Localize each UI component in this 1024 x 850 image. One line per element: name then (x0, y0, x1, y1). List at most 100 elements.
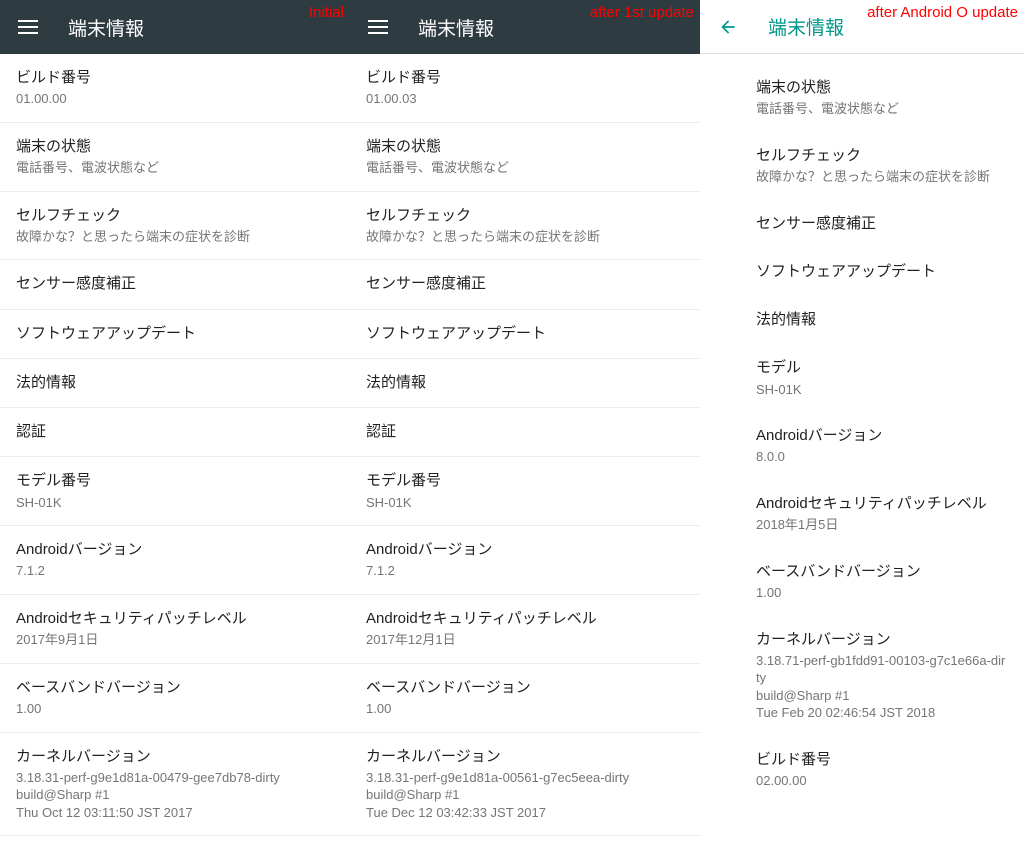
overlay-label: Initial (309, 4, 344, 21)
item-sub: 8.0.0 (756, 448, 1008, 466)
item-build-number[interactable]: ビルド番号 02.00.00 (700, 736, 1024, 804)
settings-list: ビルド番号 01.00.00 端末の状態 電話番号、電波状態など セルフチェック… (0, 54, 350, 836)
item-title: 法的情報 (366, 373, 684, 393)
item-title: ソフトウェアアップデート (16, 324, 334, 344)
item-kernel-version[interactable]: カーネルバージョン 3.18.31-perf-g9e1d81a-00479-ge… (0, 733, 350, 837)
item-sub: 01.00.00 (16, 90, 334, 108)
item-baseband-version[interactable]: ベースバンドバージョン 1.00 (700, 548, 1024, 616)
item-self-check[interactable]: セルフチェック 故障かな？と思ったら端末の症状を診断 (350, 192, 700, 261)
item-title: Androidセキュリティパッチレベル (756, 494, 1008, 514)
item-sensor-calibration[interactable]: センサー感度補正 (0, 260, 350, 309)
panel-initial: Initial 端末情報 ビルド番号 01.00.00 端末の状態 電話番号、電… (0, 0, 350, 850)
item-title: 認証 (366, 422, 684, 442)
item-sub: SH-01K (366, 494, 684, 512)
item-build-number[interactable]: ビルド番号 01.00.03 (350, 54, 700, 123)
item-android-version[interactable]: Androidバージョン 7.1.2 (350, 526, 700, 595)
item-sub: 1.00 (366, 700, 684, 718)
item-title: 法的情報 (756, 310, 1008, 330)
item-status[interactable]: 端末の状態 電話番号、電波状態など (0, 123, 350, 192)
item-title: 端末の状態 (366, 137, 684, 157)
item-title: Androidバージョン (16, 540, 334, 560)
item-title: カーネルバージョン (16, 747, 334, 767)
item-status[interactable]: 端末の状態 電話番号、電波状態など (350, 123, 700, 192)
item-baseband-version[interactable]: ベースバンドバージョン 1.00 (350, 664, 700, 733)
item-legal[interactable]: 法的情報 (700, 296, 1024, 344)
item-title: モデル番号 (366, 471, 684, 491)
item-title: ベースバンドバージョン (16, 678, 334, 698)
item-android-version[interactable]: Androidバージョン 8.0.0 (700, 412, 1024, 480)
item-legal[interactable]: 法的情報 (350, 359, 700, 408)
item-baseband-version[interactable]: ベースバンドバージョン 1.00 (0, 664, 350, 733)
item-android-version[interactable]: Androidバージョン 7.1.2 (0, 526, 350, 595)
panel-after-first-update: after 1st update 端末情報 ビルド番号 01.00.03 端末の… (350, 0, 700, 850)
item-sub: 電話番号、電波状態など (756, 100, 1008, 118)
item-model-number[interactable]: モデル番号 SH-01K (0, 457, 350, 526)
item-title: ベースバンドバージョン (366, 678, 684, 698)
item-title: カーネルバージョン (366, 747, 684, 767)
item-title: セルフチェック (16, 206, 334, 226)
item-security-patch[interactable]: Androidセキュリティパッチレベル 2017年9月1日 (0, 595, 350, 664)
item-title: ビルド番号 (16, 68, 334, 88)
item-sub: SH-01K (16, 494, 334, 512)
item-sub: 7.1.2 (16, 562, 334, 580)
item-sub: 02.00.00 (756, 772, 1008, 790)
item-software-update[interactable]: ソフトウェアアップデート (350, 310, 700, 359)
item-title: センサー感度補正 (756, 214, 1008, 234)
item-model[interactable]: モデル SH-01K (700, 344, 1024, 412)
menu-icon[interactable] (366, 15, 390, 39)
item-certification[interactable]: 認証 (350, 408, 700, 457)
item-sub: 3.18.71-perf-gb1fdd91-00103-g7c1e66a-dir… (756, 652, 1008, 722)
item-sub: 故障かな？と思ったら端末の症状を診断 (16, 228, 334, 246)
item-title: モデル (756, 358, 1008, 378)
item-title: ソフトウェアアップデート (366, 324, 684, 344)
panel-after-android-o-update: after Android O update 端末情報 端末の状態 電話番号、電… (700, 0, 1024, 850)
item-title: センサー感度補正 (366, 274, 684, 294)
item-title: Androidバージョン (366, 540, 684, 560)
item-software-update[interactable]: ソフトウェアアップデート (700, 248, 1024, 296)
item-title: ビルド番号 (366, 68, 684, 88)
page-title: 端末情報 (418, 14, 494, 41)
item-title: センサー感度補正 (16, 274, 334, 294)
overlay-label: after Android O update (867, 4, 1018, 21)
item-kernel-version[interactable]: カーネルバージョン 3.18.71-perf-gb1fdd91-00103-g7… (700, 616, 1024, 736)
overlay-label: after 1st update (590, 4, 694, 21)
item-certification[interactable]: 認証 (0, 408, 350, 457)
item-security-patch[interactable]: Androidセキュリティパッチレベル 2018年1月5日 (700, 480, 1024, 548)
item-sub: 1.00 (756, 584, 1008, 602)
item-title: 認証 (16, 422, 334, 442)
settings-list: 端末の状態 電話番号、電波状態など セルフチェック 故障かな？と思ったら端末の症… (700, 54, 1024, 804)
item-status[interactable]: 端末の状態 電話番号、電波状態など (700, 64, 1024, 132)
page-title: 端末情報 (68, 14, 144, 41)
item-sub: 2017年9月1日 (16, 631, 334, 649)
item-sensor-calibration[interactable]: センサー感度補正 (350, 260, 700, 309)
item-legal[interactable]: 法的情報 (0, 359, 350, 408)
item-sub: 01.00.03 (366, 90, 684, 108)
item-title: ソフトウェアアップデート (756, 262, 1008, 282)
page-title: 端末情報 (768, 13, 844, 40)
item-security-patch[interactable]: Androidセキュリティパッチレベル 2017年12月1日 (350, 595, 700, 664)
menu-icon[interactable] (16, 15, 40, 39)
item-sub: 電話番号、電波状態など (16, 159, 334, 177)
item-sub: SH-01K (756, 381, 1008, 399)
item-sensor-calibration[interactable]: センサー感度補正 (700, 200, 1024, 248)
item-sub: 3.18.31-perf-g9e1d81a-00561-g7ec5eea-dir… (366, 769, 684, 822)
item-sub: 1.00 (16, 700, 334, 718)
item-sub: 7.1.2 (366, 562, 684, 580)
item-sub: 2018年1月5日 (756, 516, 1008, 534)
item-title: セルフチェック (756, 146, 1008, 166)
item-model-number[interactable]: モデル番号 SH-01K (350, 457, 700, 526)
item-build-number[interactable]: ビルド番号 01.00.00 (0, 54, 350, 123)
item-sub: 故障かな？と思ったら端末の症状を診断 (756, 168, 1008, 186)
item-sub: 故障かな？と思ったら端末の症状を診断 (366, 228, 684, 246)
back-arrow-icon[interactable] (716, 15, 740, 39)
item-kernel-version[interactable]: カーネルバージョン 3.18.31-perf-g9e1d81a-00561-g7… (350, 733, 700, 837)
item-title: Androidバージョン (756, 426, 1008, 446)
item-software-update[interactable]: ソフトウェアアップデート (0, 310, 350, 359)
item-sub: 電話番号、電波状態など (366, 159, 684, 177)
item-title: Androidセキュリティパッチレベル (16, 609, 334, 629)
item-title: 法的情報 (16, 373, 334, 393)
item-self-check[interactable]: セルフチェック 故障かな？と思ったら端末の症状を診断 (700, 132, 1024, 200)
item-title: セルフチェック (366, 206, 684, 226)
item-self-check[interactable]: セルフチェック 故障かな？と思ったら端末の症状を診断 (0, 192, 350, 261)
item-sub: 2017年12月1日 (366, 631, 684, 649)
